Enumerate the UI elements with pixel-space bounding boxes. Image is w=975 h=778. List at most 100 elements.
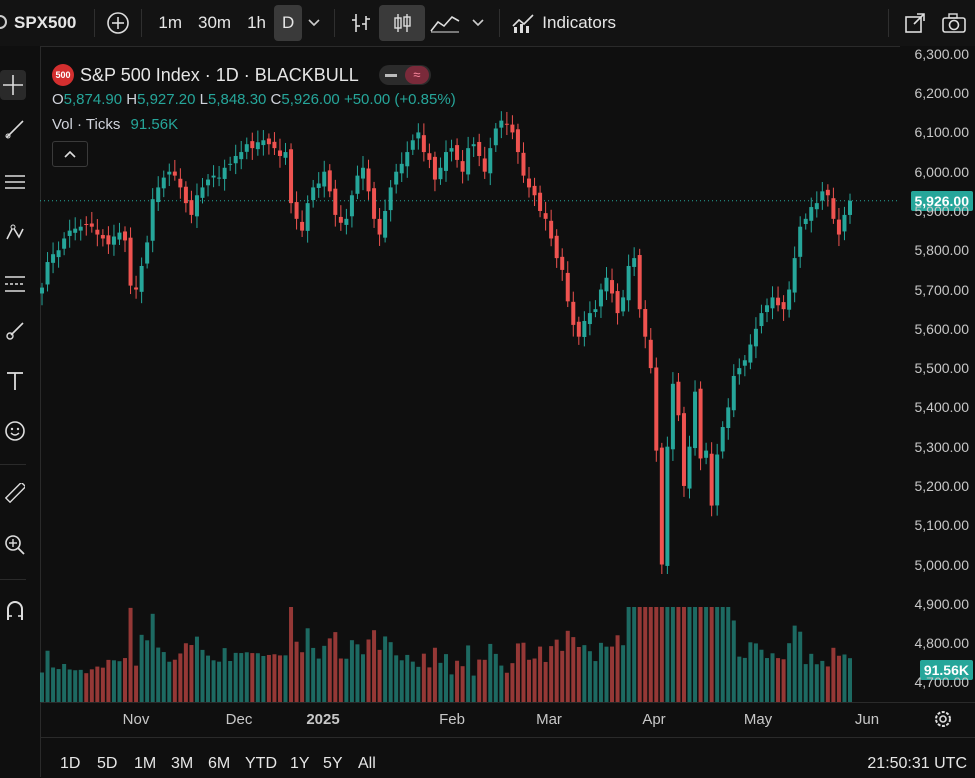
candle-body (40, 287, 44, 294)
range-button-ytd[interactable]: YTD (245, 755, 277, 772)
candle-body (360, 167, 365, 179)
indicators-button[interactable]: Indicators (542, 13, 616, 32)
range-button-all[interactable]: All (358, 755, 376, 772)
range-button-1d[interactable]: 1D (60, 755, 81, 772)
volume-bar (764, 658, 769, 702)
range-button-3m[interactable]: 3M (171, 755, 194, 772)
text-tool-icon[interactable] (0, 366, 30, 396)
volume-bar (377, 649, 382, 702)
price-tick: 5,700.00 (914, 281, 970, 298)
volume-bar (776, 658, 781, 702)
interval-1m[interactable]: 1m (158, 13, 183, 32)
volume-bar (836, 655, 841, 702)
symbol-name[interactable]: SPX500 (14, 13, 77, 32)
volume-bar (117, 661, 122, 702)
volume-bar (233, 652, 238, 702)
chevron-down-icon[interactable] (302, 5, 326, 41)
price-tick: 5,800.00 (914, 242, 970, 259)
candle-body (128, 237, 133, 286)
volume-bar (515, 643, 520, 702)
candle-body (670, 383, 675, 450)
volume-bar (510, 663, 515, 702)
settings-gear-icon[interactable] (933, 709, 953, 734)
volume-bar (305, 628, 310, 702)
volume-bar (621, 645, 626, 702)
candle-body (565, 272, 570, 302)
candle-body (759, 313, 764, 327)
chart-legend: 500 S&P 500 Index · 1D · BLACKBULL ≈ O5,… (52, 62, 456, 167)
candles-chart-icon[interactable] (379, 5, 426, 41)
volume-bar (128, 607, 133, 702)
brush-icon[interactable] (0, 316, 30, 346)
candle-body (156, 187, 161, 203)
candle-body (172, 171, 177, 176)
candle-body (510, 124, 515, 133)
volume-bar (283, 655, 288, 702)
volume-bar (289, 607, 294, 702)
pattern-icon[interactable] (0, 218, 30, 248)
smiley-icon[interactable] (0, 416, 30, 446)
volume-bar (504, 672, 509, 702)
zoom-in-icon[interactable] (0, 530, 30, 560)
last-price-badge: 5,926.00 (910, 190, 973, 211)
candle-body (742, 360, 747, 366)
volume-bar (571, 637, 576, 702)
interval-1h[interactable]: 1h (247, 13, 267, 32)
camera-icon[interactable] (933, 5, 975, 41)
ruler-icon[interactable] (0, 478, 30, 508)
volume-bar (554, 639, 559, 702)
candle-body (89, 223, 94, 227)
crosshair-icon[interactable] (0, 70, 26, 100)
candle-body (139, 265, 144, 292)
divider (94, 9, 96, 37)
volume-bar (333, 632, 338, 702)
candle-body (178, 178, 183, 188)
compare-add-icon[interactable] (103, 5, 133, 41)
trend-line-icon[interactable] (0, 114, 30, 144)
volume-bar (587, 651, 592, 702)
volume-bar (471, 675, 476, 702)
range-button-1m[interactable]: 1M (134, 755, 157, 772)
bars-chart-icon[interactable] (343, 5, 379, 41)
fullscreen-icon[interactable] (897, 5, 933, 41)
volume-bar (172, 659, 177, 702)
candle-body (521, 152, 526, 176)
volume-bar (178, 653, 183, 702)
candle-body (244, 144, 249, 152)
chevron-down-icon[interactable] (465, 5, 491, 41)
price-tick: 6,000.00 (914, 163, 970, 180)
volume-bar (189, 645, 194, 702)
interval-d[interactable]: D (274, 5, 303, 41)
range-button-6m[interactable]: 6M (208, 755, 231, 772)
price-tick: 4,700.00 (914, 674, 970, 691)
range-button-5y[interactable]: 5Y (323, 755, 343, 772)
chart-title[interactable]: S&P 500 Index · 1D · BLACKBULL (80, 64, 359, 85)
fib-retracement-icon[interactable] (0, 269, 30, 299)
volume-bar (659, 607, 664, 702)
volume-bar (709, 607, 714, 702)
volume-bar (493, 653, 498, 702)
time-axis[interactable]: Nov Dec 2025 Feb Mar Apr May Jun (40, 702, 975, 737)
divider (141, 9, 143, 37)
price-axis[interactable]: 5,926.00 91.56K 6,300.00 6,200.00 6,100.00… (900, 46, 975, 702)
candle-body (217, 177, 222, 179)
status-toggle[interactable]: ≈ (378, 65, 431, 85)
indicators-icon[interactable] (508, 5, 538, 41)
horizontal-lines-icon[interactable] (0, 167, 30, 197)
collapse-legend-button[interactable] (52, 141, 88, 167)
candle-body (45, 262, 50, 285)
open-value: 5,874.90 (63, 91, 123, 108)
candle-body (100, 235, 105, 239)
symbol-search-icon[interactable] (0, 5, 10, 41)
candle-body (134, 287, 139, 290)
clock[interactable]: 21:50:31 UTC (867, 755, 967, 772)
candle-body (111, 236, 116, 245)
range-button-5d[interactable]: 5D (97, 755, 118, 772)
area-chart-icon[interactable] (425, 5, 465, 41)
price-chart[interactable] (40, 46, 900, 702)
range-button-1y[interactable]: 1Y (290, 755, 310, 772)
magnet-icon[interactable] (0, 596, 30, 626)
candle-body (643, 309, 648, 337)
candle-body (792, 258, 797, 293)
interval-30m[interactable]: 30m (198, 13, 232, 32)
